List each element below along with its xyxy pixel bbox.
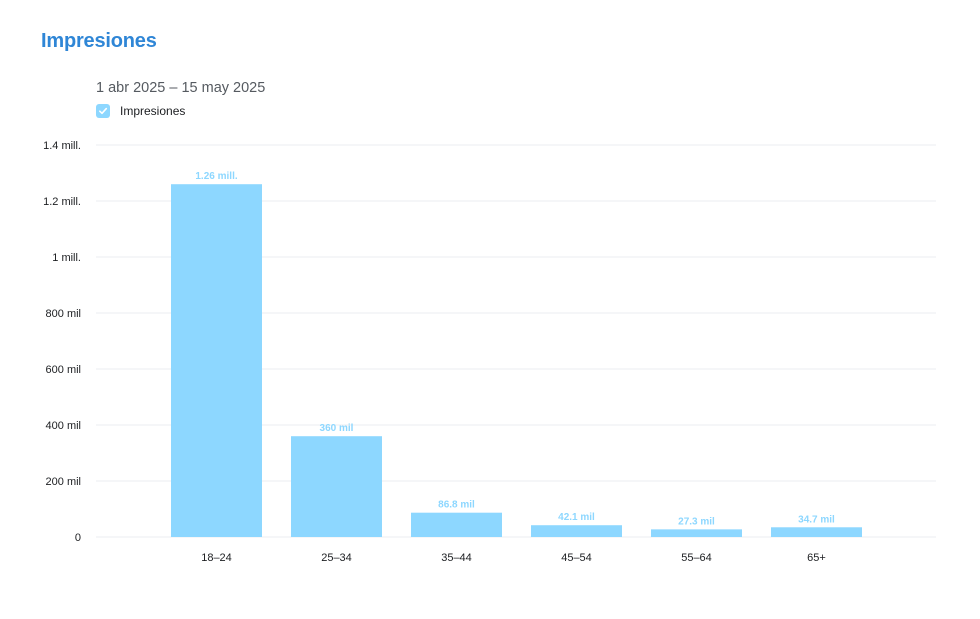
legend-checkbox[interactable] [96,104,110,118]
x-tick-label: 55–64 [681,552,712,564]
y-tick-label: 1 mill. [52,252,81,264]
bar-data-label: 1.26 mill. [195,171,237,182]
bar-data-label: 86.8 mil [438,500,475,511]
date-range: 1 abr 2025 – 15 may 2025 [96,80,266,96]
bar [291,436,382,537]
bar [171,184,262,537]
bar [531,525,622,537]
x-tick-label: 25–34 [321,552,352,564]
page-title: Impresiones [41,30,157,52]
y-tick-label: 1.4 mill. [43,140,81,152]
bar-data-label: 360 mil [320,423,354,434]
bar [651,529,742,537]
y-tick-label: 400 mil [46,420,81,432]
y-tick-label: 0 [75,532,81,544]
bar [771,527,862,537]
y-tick-label: 200 mil [46,476,81,488]
bar-data-label: 27.3 mil [678,516,715,527]
check-icon [99,107,108,115]
legend-item-impresiones[interactable]: Impresiones [96,104,185,118]
x-tick-label: 18–24 [201,552,232,564]
x-tick-label: 65+ [807,552,826,564]
bar-data-label: 34.7 mil [798,514,835,525]
y-tick-label: 600 mil [46,364,81,376]
x-tick-label: 35–44 [441,552,472,564]
legend-label: Impresiones [120,104,186,118]
bar [411,512,502,537]
bar-data-label: 42.1 mil [558,512,595,523]
x-tick-label: 45–54 [561,552,592,564]
y-tick-label: 800 mil [46,308,81,320]
y-tick-label: 1.2 mill. [43,196,81,208]
